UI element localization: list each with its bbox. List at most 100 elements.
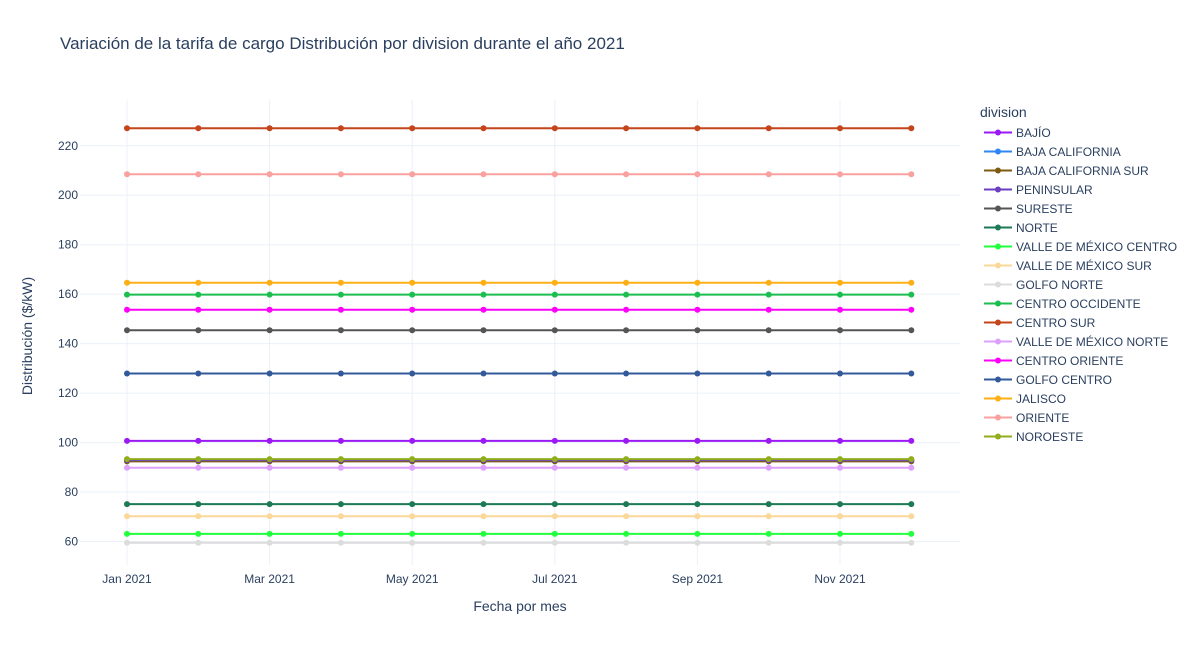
data-point[interactable] — [694, 464, 701, 471]
data-point[interactable] — [908, 279, 915, 286]
data-point[interactable] — [195, 125, 202, 132]
data-point[interactable] — [124, 125, 130, 132]
legend-item[interactable]: VALLE DE MÉXICO SUR — [980, 256, 1195, 275]
data-point[interactable] — [765, 370, 772, 377]
data-point[interactable] — [409, 501, 416, 508]
data-point[interactable] — [551, 327, 558, 334]
legend-item[interactable]: VALLE DE MÉXICO CENTRO — [980, 237, 1195, 256]
data-point[interactable] — [266, 437, 273, 444]
data-point[interactable] — [266, 291, 273, 298]
data-point[interactable] — [337, 171, 344, 178]
data-point[interactable] — [409, 327, 416, 334]
data-point[interactable] — [124, 279, 130, 286]
data-point[interactable] — [694, 437, 701, 444]
data-point[interactable] — [908, 456, 915, 463]
legend-item[interactable]: PENINSULAR — [980, 180, 1195, 199]
data-point[interactable] — [908, 464, 915, 471]
data-point[interactable] — [765, 291, 772, 298]
legend-item[interactable]: JALISCO — [980, 389, 1195, 408]
data-point[interactable] — [124, 456, 130, 463]
data-point[interactable] — [337, 291, 344, 298]
data-point[interactable] — [480, 501, 487, 508]
data-point[interactable] — [337, 456, 344, 463]
legend-item[interactable]: SURESTE — [980, 199, 1195, 218]
legend-item[interactable]: GOLFO CENTRO — [980, 370, 1195, 389]
series-5[interactable] — [124, 501, 915, 508]
data-point[interactable] — [694, 306, 701, 313]
data-point[interactable] — [195, 327, 202, 334]
data-point[interactable] — [266, 370, 273, 377]
data-point[interactable] — [480, 279, 487, 286]
data-point[interactable] — [409, 539, 416, 546]
data-point[interactable] — [551, 464, 558, 471]
data-point[interactable] — [908, 291, 915, 298]
data-point[interactable] — [694, 171, 701, 178]
data-point[interactable] — [623, 437, 630, 444]
data-point[interactable] — [195, 291, 202, 298]
data-point[interactable] — [195, 279, 202, 286]
series-16[interactable] — [124, 456, 915, 463]
data-point[interactable] — [837, 530, 843, 537]
data-point[interactable] — [409, 125, 416, 132]
data-point[interactable] — [124, 306, 130, 313]
data-point[interactable] — [908, 125, 915, 132]
data-point[interactable] — [124, 464, 130, 471]
data-point[interactable] — [337, 370, 344, 377]
data-point[interactable] — [694, 291, 701, 298]
data-point[interactable] — [623, 291, 630, 298]
data-point[interactable] — [195, 171, 202, 178]
data-point[interactable] — [551, 530, 558, 537]
data-point[interactable] — [694, 501, 701, 508]
data-point[interactable] — [195, 370, 202, 377]
data-point[interactable] — [409, 456, 416, 463]
data-point[interactable] — [623, 327, 630, 334]
data-point[interactable] — [694, 539, 701, 546]
data-point[interactable] — [837, 539, 843, 546]
data-point[interactable] — [480, 513, 487, 520]
data-point[interactable] — [266, 327, 273, 334]
data-point[interactable] — [623, 464, 630, 471]
data-point[interactable] — [480, 464, 487, 471]
data-point[interactable] — [908, 530, 915, 537]
data-point[interactable] — [337, 501, 344, 508]
data-point[interactable] — [908, 370, 915, 377]
data-point[interactable] — [195, 539, 202, 546]
data-point[interactable] — [551, 456, 558, 463]
legend-item[interactable]: VALLE DE MÉXICO NORTE — [980, 332, 1195, 351]
data-point[interactable] — [908, 306, 915, 313]
data-point[interactable] — [623, 279, 630, 286]
data-point[interactable] — [124, 539, 130, 546]
data-point[interactable] — [908, 539, 915, 546]
data-point[interactable] — [837, 327, 843, 334]
data-point[interactable] — [765, 501, 772, 508]
data-point[interactable] — [623, 125, 630, 132]
data-point[interactable] — [266, 539, 273, 546]
data-point[interactable] — [195, 513, 202, 520]
data-point[interactable] — [409, 464, 416, 471]
data-point[interactable] — [124, 513, 130, 520]
data-point[interactable] — [409, 171, 416, 178]
data-point[interactable] — [337, 125, 344, 132]
data-point[interactable] — [409, 530, 416, 537]
data-point[interactable] — [765, 327, 772, 334]
data-point[interactable] — [124, 530, 130, 537]
data-point[interactable] — [195, 501, 202, 508]
data-point[interactable] — [623, 370, 630, 377]
data-point[interactable] — [837, 125, 843, 132]
data-point[interactable] — [623, 539, 630, 546]
legend-item[interactable]: NORTE — [980, 218, 1195, 237]
data-point[interactable] — [266, 456, 273, 463]
data-point[interactable] — [551, 513, 558, 520]
data-point[interactable] — [837, 501, 843, 508]
data-point[interactable] — [480, 530, 487, 537]
data-point[interactable] — [908, 327, 915, 334]
data-point[interactable] — [409, 513, 416, 520]
data-point[interactable] — [195, 437, 202, 444]
data-point[interactable] — [124, 501, 130, 508]
data-point[interactable] — [551, 370, 558, 377]
data-point[interactable] — [765, 456, 772, 463]
data-point[interactable] — [623, 456, 630, 463]
data-point[interactable] — [480, 291, 487, 298]
data-point[interactable] — [480, 171, 487, 178]
data-point[interactable] — [551, 291, 558, 298]
